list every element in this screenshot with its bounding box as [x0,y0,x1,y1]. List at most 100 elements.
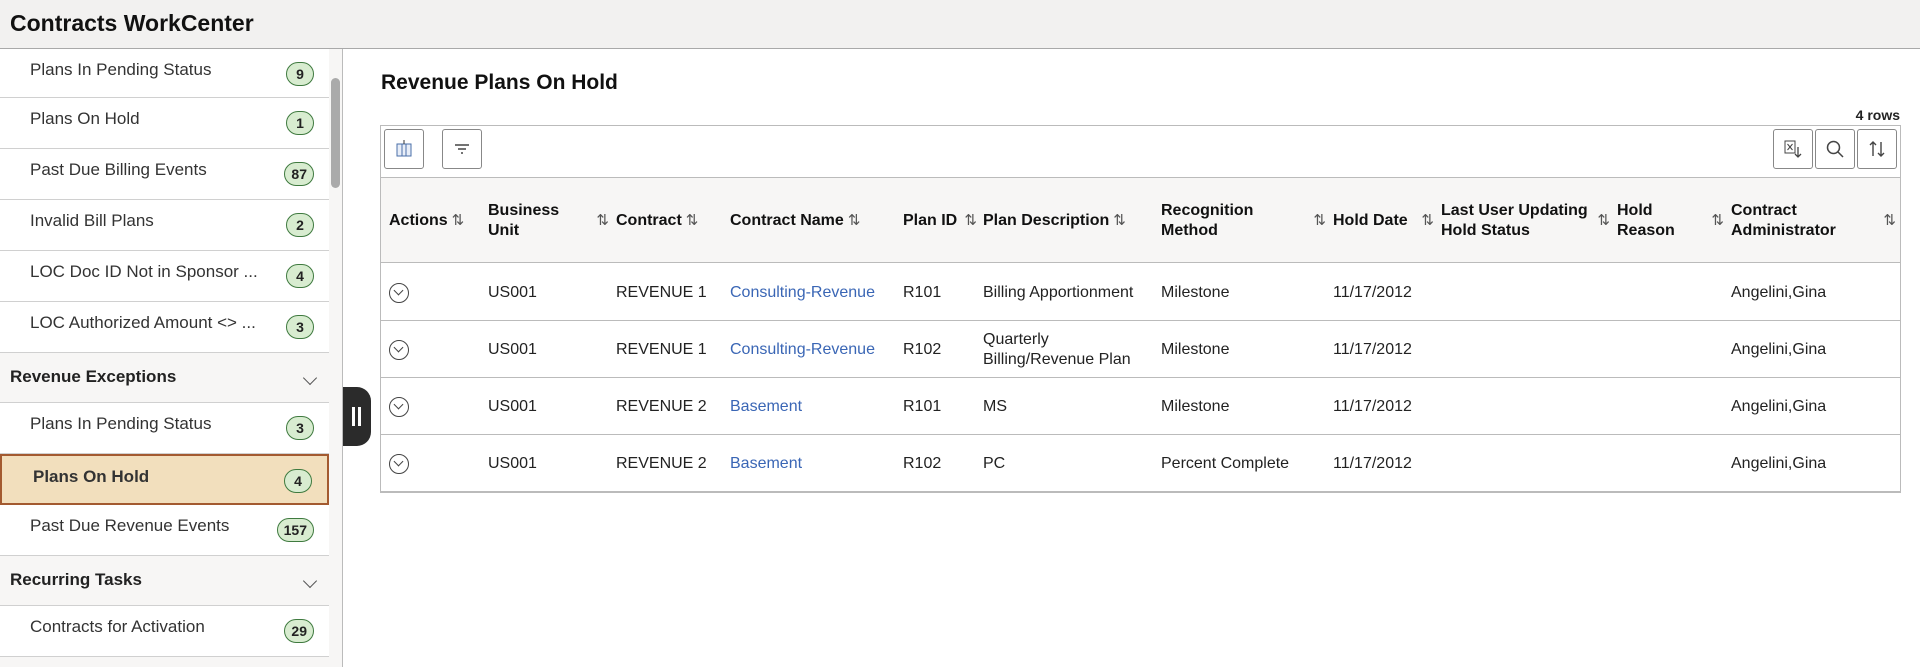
table-cell: Consulting-Revenue [730,321,896,378]
table-cell: Milestone [1161,264,1326,321]
sidebar-section-header[interactable]: Recurring Tasks [0,556,329,606]
column-header[interactable]: Contract Administrator ⇅ [1731,178,1896,264]
cell-text: MS [983,397,1007,415]
table-cell [389,378,481,435]
sidebar-item-label: Past Due Billing Events [30,160,207,179]
sidebar-item[interactable]: LOC Authorized Amount <> ... 3 [0,302,329,353]
count-badge: 3 [286,315,314,339]
drag-handle-icon [352,407,355,426]
column-chooser-button[interactable] [384,129,424,169]
table-cell [1617,378,1724,435]
table-row: US001 REVENUE 2 Basement R102 PC Percent Comp… [381,435,1900,492]
column-header[interactable]: Hold Reason ⇅ [1617,178,1724,264]
page-title: Revenue Plans On Hold [381,71,618,94]
sidebar-item[interactable]: Plans In Pending Status 9 [0,49,329,98]
contract-name-link[interactable]: Consulting-Revenue [730,340,875,358]
sort-button[interactable] [1857,129,1897,169]
table-cell: Angelini,Gina [1731,435,1896,492]
column-header[interactable]: Plan Description ⇅ [983,178,1154,264]
row-actions-chevron-icon[interactable] [389,282,409,303]
sidebar-item[interactable]: Plans In Pending Status 3 [0,403,329,454]
cell-text: Milestone [1161,283,1230,301]
cell-text: Billing Apportionment [983,283,1134,301]
sidebar-item[interactable]: Plans On Hold 4 [0,454,329,505]
count-badge: 9 [286,62,314,86]
table-cell: US001 [488,378,609,435]
sidebar-collapse-handle[interactable] [343,387,371,446]
row-actions-chevron-icon[interactable] [389,396,409,417]
sort-icon[interactable]: ⇅ [596,212,609,229]
export-excel-button[interactable] [1773,129,1813,169]
table-cell: REVENUE 2 [616,378,723,435]
contract-name-link[interactable]: Consulting-Revenue [730,283,875,301]
table-cell: REVENUE 2 [616,435,723,492]
sidebar-item-label: Plans In Pending Status [30,414,212,433]
chevron-down-icon[interactable] [302,370,318,386]
sort-icon[interactable]: ⇅ [1597,212,1610,229]
sidebar-item[interactable]: Contracts for Activation 29 [0,606,329,657]
column-header[interactable]: Plan ID ⇅ [903,178,977,264]
filter-icon [455,144,469,154]
sort-icon[interactable]: ⇅ [847,212,861,229]
column-header[interactable]: Contract Name ⇅ [730,178,896,264]
sort-icon[interactable]: ⇅ [1113,212,1126,229]
table-cell [1441,321,1610,378]
table-cell: Angelini,Gina [1731,321,1896,378]
table-cell: 11/17/2012 [1333,378,1434,435]
table-cell: Basement [730,435,896,492]
cell-text: 11/17/2012 [1333,454,1412,472]
table-cell [1617,264,1724,321]
sidebar: Plans In Pending Status 9 Plans On Hold 1 Pa… [0,49,343,667]
column-header-label: Contract Administrator [1731,202,1836,239]
table-header: Actions ⇅ Business Unit ⇅ Contract ⇅ Contract … [381,177,1900,263]
cell-text: 11/17/2012 [1333,340,1412,358]
sidebar-item-label: LOC Authorized Amount <> ... [30,313,256,332]
sort-icon[interactable]: ⇅ [964,212,977,229]
cell-text: US001 [488,397,537,415]
column-header-label: Contract Name [730,212,844,229]
sidebar-item[interactable]: LOC Doc ID Not in Sponsor ... 4 [0,251,329,302]
column-header[interactable]: Last User Updating Hold Status ⇅ [1441,178,1610,264]
sidebar-item[interactable]: Plans On Hold 1 [0,98,329,149]
column-header[interactable]: Recognition Method ⇅ [1161,178,1326,264]
count-badge: 4 [284,469,312,493]
cell-text: PC [983,454,1006,472]
export-excel-icon [1784,140,1802,158]
sidebar-scrollbar[interactable] [331,78,340,188]
sort-icon[interactable]: ⇅ [1883,212,1896,229]
table-cell: Consulting-Revenue [730,264,896,321]
column-chooser-icon [396,140,412,157]
sidebar-item[interactable]: Past Due Billing Events 87 [0,149,329,200]
table-cell: R102 [903,321,977,378]
table-cell [1441,264,1610,321]
table-cell: 11/17/2012 [1333,264,1434,321]
count-badge: 2 [286,213,314,237]
contract-name-link[interactable]: Basement [730,454,803,472]
column-header[interactable]: Contract ⇅ [616,178,723,264]
sort-icon[interactable]: ⇅ [1711,212,1724,229]
sort-icon[interactable]: ⇅ [451,212,465,229]
column-header[interactable]: Hold Date ⇅ [1333,178,1434,264]
contract-name-link[interactable]: Basement [730,397,803,415]
column-header-label: Contract [616,212,682,229]
cell-text: R101 [903,397,942,415]
column-header-label: Recognition Method [1161,202,1254,239]
search-button[interactable] [1815,129,1855,169]
row-actions-chevron-icon[interactable] [389,453,409,474]
sidebar-item[interactable]: Invalid Bill Plans 2 [0,200,329,251]
sidebar-item[interactable]: Past Due Revenue Events 157 [0,505,329,556]
table-cell: Milestone [1161,321,1326,378]
sidebar-section-header[interactable]: Revenue Exceptions [0,353,329,403]
sort-icon[interactable]: ⇅ [1421,212,1434,229]
column-header[interactable]: Business Unit ⇅ [488,178,609,264]
column-header[interactable]: Actions ⇅ [389,178,481,264]
filter-button[interactable] [442,129,482,169]
sort-icon[interactable]: ⇅ [1313,212,1326,229]
column-header-label: Plan Description [983,212,1110,229]
table-cell: US001 [488,321,609,378]
cell-text: Percent Complete [1161,454,1290,472]
row-actions-chevron-icon[interactable] [389,339,409,360]
sort-icon[interactable]: ⇅ [685,212,699,229]
table-cell: Angelini,Gina [1731,264,1896,321]
chevron-down-icon[interactable] [302,573,318,589]
